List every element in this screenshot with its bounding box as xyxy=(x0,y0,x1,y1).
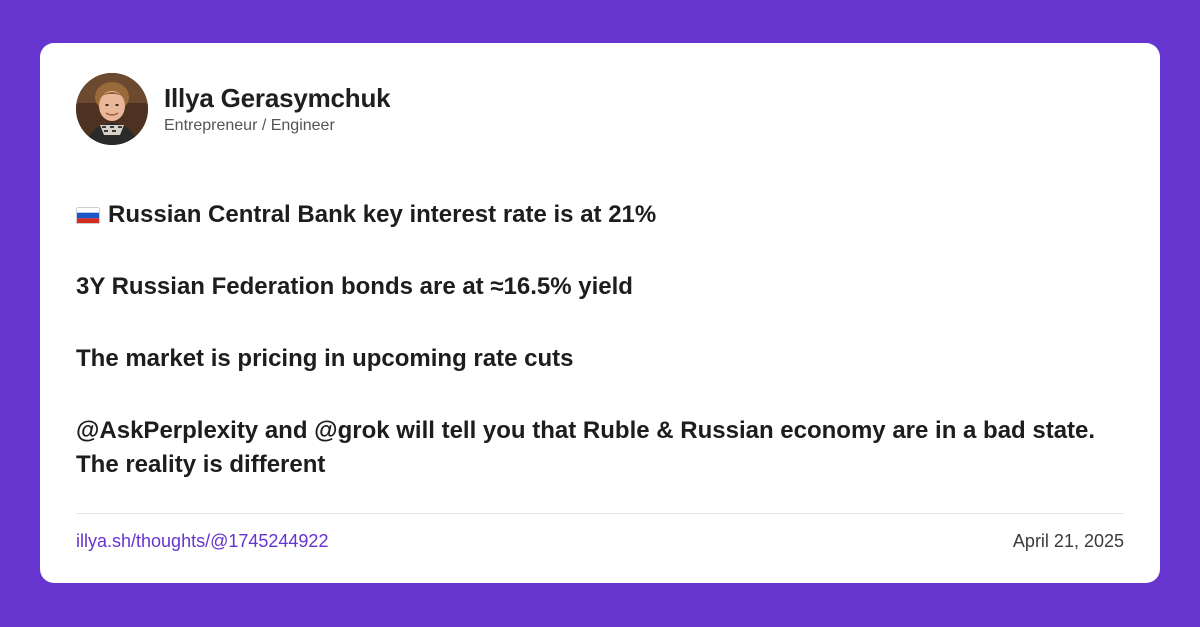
footer-divider xyxy=(76,513,1124,514)
russia-flag-icon xyxy=(76,207,100,224)
post-date: April 21, 2025 xyxy=(1012,531,1124,551)
post-card: Illya Gerasymchuk Entrepreneur / Enginee… xyxy=(40,43,1160,583)
post-line-3: The market is pricing in upcoming rate c… xyxy=(76,345,574,372)
post-line-1: Russian Central Bank key interest rate i… xyxy=(76,198,1116,232)
author-info: Illya Gerasymchuk Entrepreneur / Enginee… xyxy=(164,82,391,137)
post-text: Russian Central Bank key interest rate i… xyxy=(108,201,657,228)
avatar-photo xyxy=(76,73,148,145)
post-body: Russian Central Bank key interest rate i… xyxy=(76,198,1116,482)
avatar[interactable] xyxy=(76,73,148,145)
post-line-2: 3Y Russian Federation bonds are at ≈16.5… xyxy=(76,273,633,300)
permalink-link[interactable]: illya.sh/thoughts/@1745244922 xyxy=(76,531,329,551)
post-line-4: @AskPerplexity and @grok will tell you t… xyxy=(76,417,1096,478)
author-name[interactable]: Illya Gerasymchuk xyxy=(164,82,391,113)
author-header: Illya Gerasymchuk Entrepreneur / Enginee… xyxy=(76,73,391,145)
author-title: Entrepreneur / Engineer xyxy=(164,116,335,134)
